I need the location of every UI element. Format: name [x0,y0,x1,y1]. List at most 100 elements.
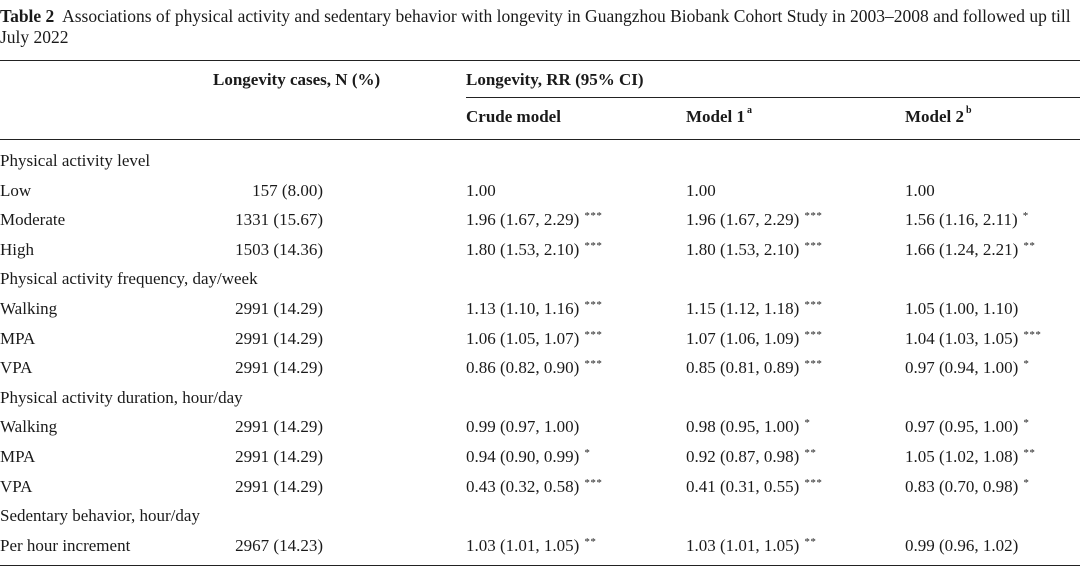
significance-marker: ** [1023,239,1036,252]
significance-marker: *** [584,328,603,341]
table-row: VPA 2991 (14.29) 0.86 (0.82, 0.90) *** 0.85 … [0,358,1080,388]
table-row: Walking 2991 (14.29) 0.99 (0.97, 1.00) 0.98… [0,417,1080,447]
model1-cell: 0.41 (0.31, 0.55) *** [686,476,823,496]
crude-cell: 0.43 (0.32, 0.58) *** [466,476,603,496]
section-row: Physical activity frequency, day/week [0,269,1080,299]
row-label: Physical activity duration, hour/day [0,387,243,407]
table-number: Table 2 [0,6,55,26]
model2-cell: 1.00 [905,180,935,200]
model1-cell: 0.98 (0.95, 1.00) * [686,417,811,437]
cases-cell: 2991 (14.29) [235,299,323,318]
significance-marker: *** [804,299,823,311]
row-label: VPA [0,476,33,496]
table-row: Per hour increment 2967 (14.23) 1.03 (1.01… [0,536,1080,566]
model1-cell: 1.03 (1.01, 1.05) ** [686,535,817,555]
model2-cell: 0.83 (0.70, 0.98) * [905,476,1030,496]
caption-text: Associations of physical activity and se… [0,6,1071,47]
section-row: Physical activity duration, hour/day [0,388,1080,418]
significance-marker: *** [804,358,823,371]
significance-marker: *** [584,476,603,489]
cases-cell: 1503 (14.36) [235,239,323,259]
significance-marker: * [804,417,811,430]
model2-cell: 1.05 (1.00, 1.10) [905,299,1019,318]
row-label: Sedentary behavior, hour/day [0,506,200,526]
significance-marker: *** [584,239,603,252]
row-label: Per hour increment [0,535,131,555]
row-label: Moderate [0,210,66,230]
cases-cell: 2991 (14.29) [235,328,323,348]
significance-marker: * [1023,358,1030,371]
model1-cell: 1.15 (1.12, 1.18) *** [686,299,823,318]
cases-cell: 2991 (14.29) [235,417,323,437]
model2-cell: 1.05 (1.02, 1.08) ** [905,447,1036,466]
significance-marker: ** [804,447,817,459]
significance-marker: *** [584,210,603,223]
footnote-marker-a: a [747,105,753,117]
significance-marker: *** [804,210,823,223]
row-label: VPA [0,358,33,378]
crude-cell: 1.03 (1.01, 1.05) ** [466,535,597,555]
significance-marker: *** [804,239,823,252]
model1-cell: 1.80 (1.53, 2.10) *** [686,239,823,259]
header-longevity-cases: Longevity cases, N (%) [213,70,381,89]
model2-cell: 1.04 (1.03, 1.05) *** [905,328,1042,348]
model2-cell: 0.97 (0.94, 1.00) * [905,358,1030,378]
rule-rr-span [466,97,1080,98]
model1-cell: 1.07 (1.06, 1.09) *** [686,328,823,348]
cases-cell: 2967 (14.23) [235,535,323,555]
table-row: Walking 2991 (14.29) 1.13 (1.10, 1.16) *** 1… [0,299,1080,329]
table-row: Moderate 1331 (15.67) 1.96 (1.67, 2.29) ***… [0,210,1080,240]
significance-marker: ** [584,535,597,548]
table-row: MPA 2991 (14.29) 0.94 (0.90, 0.99) * 0.92 (0… [0,447,1080,477]
crude-cell: 1.06 (1.05, 1.07) *** [466,328,603,348]
significance-marker: ** [804,535,817,548]
model2-cell: 1.66 (1.24, 2.21) ** [905,239,1036,259]
crude-cell: 1.80 (1.53, 2.10) *** [466,239,603,259]
rule-header-bottom [0,139,1080,140]
rule-top [0,60,1080,61]
row-label: Walking [0,417,58,437]
table-row: Low 157 (8.00) 1.00 1.00 1.00 [0,181,1080,211]
row-label: Low [0,180,32,200]
section-row: Physical activity level [0,151,1080,181]
row-label: MPA [0,447,36,466]
row-label: Physical activity level [0,151,151,170]
cases-cell: 2991 (14.29) [235,476,323,496]
model1-cell: 1.96 (1.67, 2.29) *** [686,210,823,230]
crude-cell: 1.13 (1.10, 1.16) *** [466,299,603,318]
crude-cell: 0.99 (0.97, 1.00) [466,417,580,437]
significance-marker: *** [584,358,603,371]
significance-marker: *** [804,476,823,489]
table-row: High 1503 (14.36) 1.80 (1.53, 2.10) *** 1.80… [0,240,1080,270]
table-caption: Table 2 Associations of physical activit… [0,6,1078,48]
header-crude-model: Crude model [466,107,561,126]
crude-cell: 0.94 (0.90, 0.99) * [466,447,591,466]
header-model-2-label: Model 2 [905,107,965,126]
significance-marker: * [1023,417,1030,430]
model2-cell: 1.56 (1.16, 2.11) * [905,210,1029,230]
significance-marker: ** [1023,447,1036,459]
cases-cell: 1331 (15.67) [235,210,323,230]
significance-marker: * [1022,210,1029,223]
rule-bottom [0,565,1080,566]
significance-marker: *** [804,328,823,341]
row-label: Physical activity frequency, day/week [0,269,258,289]
cases-cell: 2991 (14.29) [235,447,323,466]
model2-cell: 0.99 (0.96, 1.02) [905,535,1019,555]
significance-marker: *** [1023,328,1042,341]
cases-cell: 2991 (14.29) [235,358,323,378]
crude-cell: 0.86 (0.82, 0.90) *** [466,358,603,378]
row-label: High [0,239,34,259]
row-label: MPA [0,328,36,348]
header-longevity-rr: Longevity, RR (95% CI) [466,70,644,89]
section-row: Sedentary behavior, hour/day [0,506,1080,536]
row-label: Walking [0,299,58,318]
footnote-marker-b: b [966,105,972,117]
table-row: MPA 2991 (14.29) 1.06 (1.05, 1.07) *** 1.07 … [0,329,1080,359]
significance-marker: * [584,447,591,459]
model1-cell: 0.92 (0.87, 0.98) ** [686,447,817,466]
cases-cell: 157 (8.00) [252,180,323,200]
table-row: VPA 2991 (14.29) 0.43 (0.32, 0.58) *** 0.41 … [0,477,1080,507]
